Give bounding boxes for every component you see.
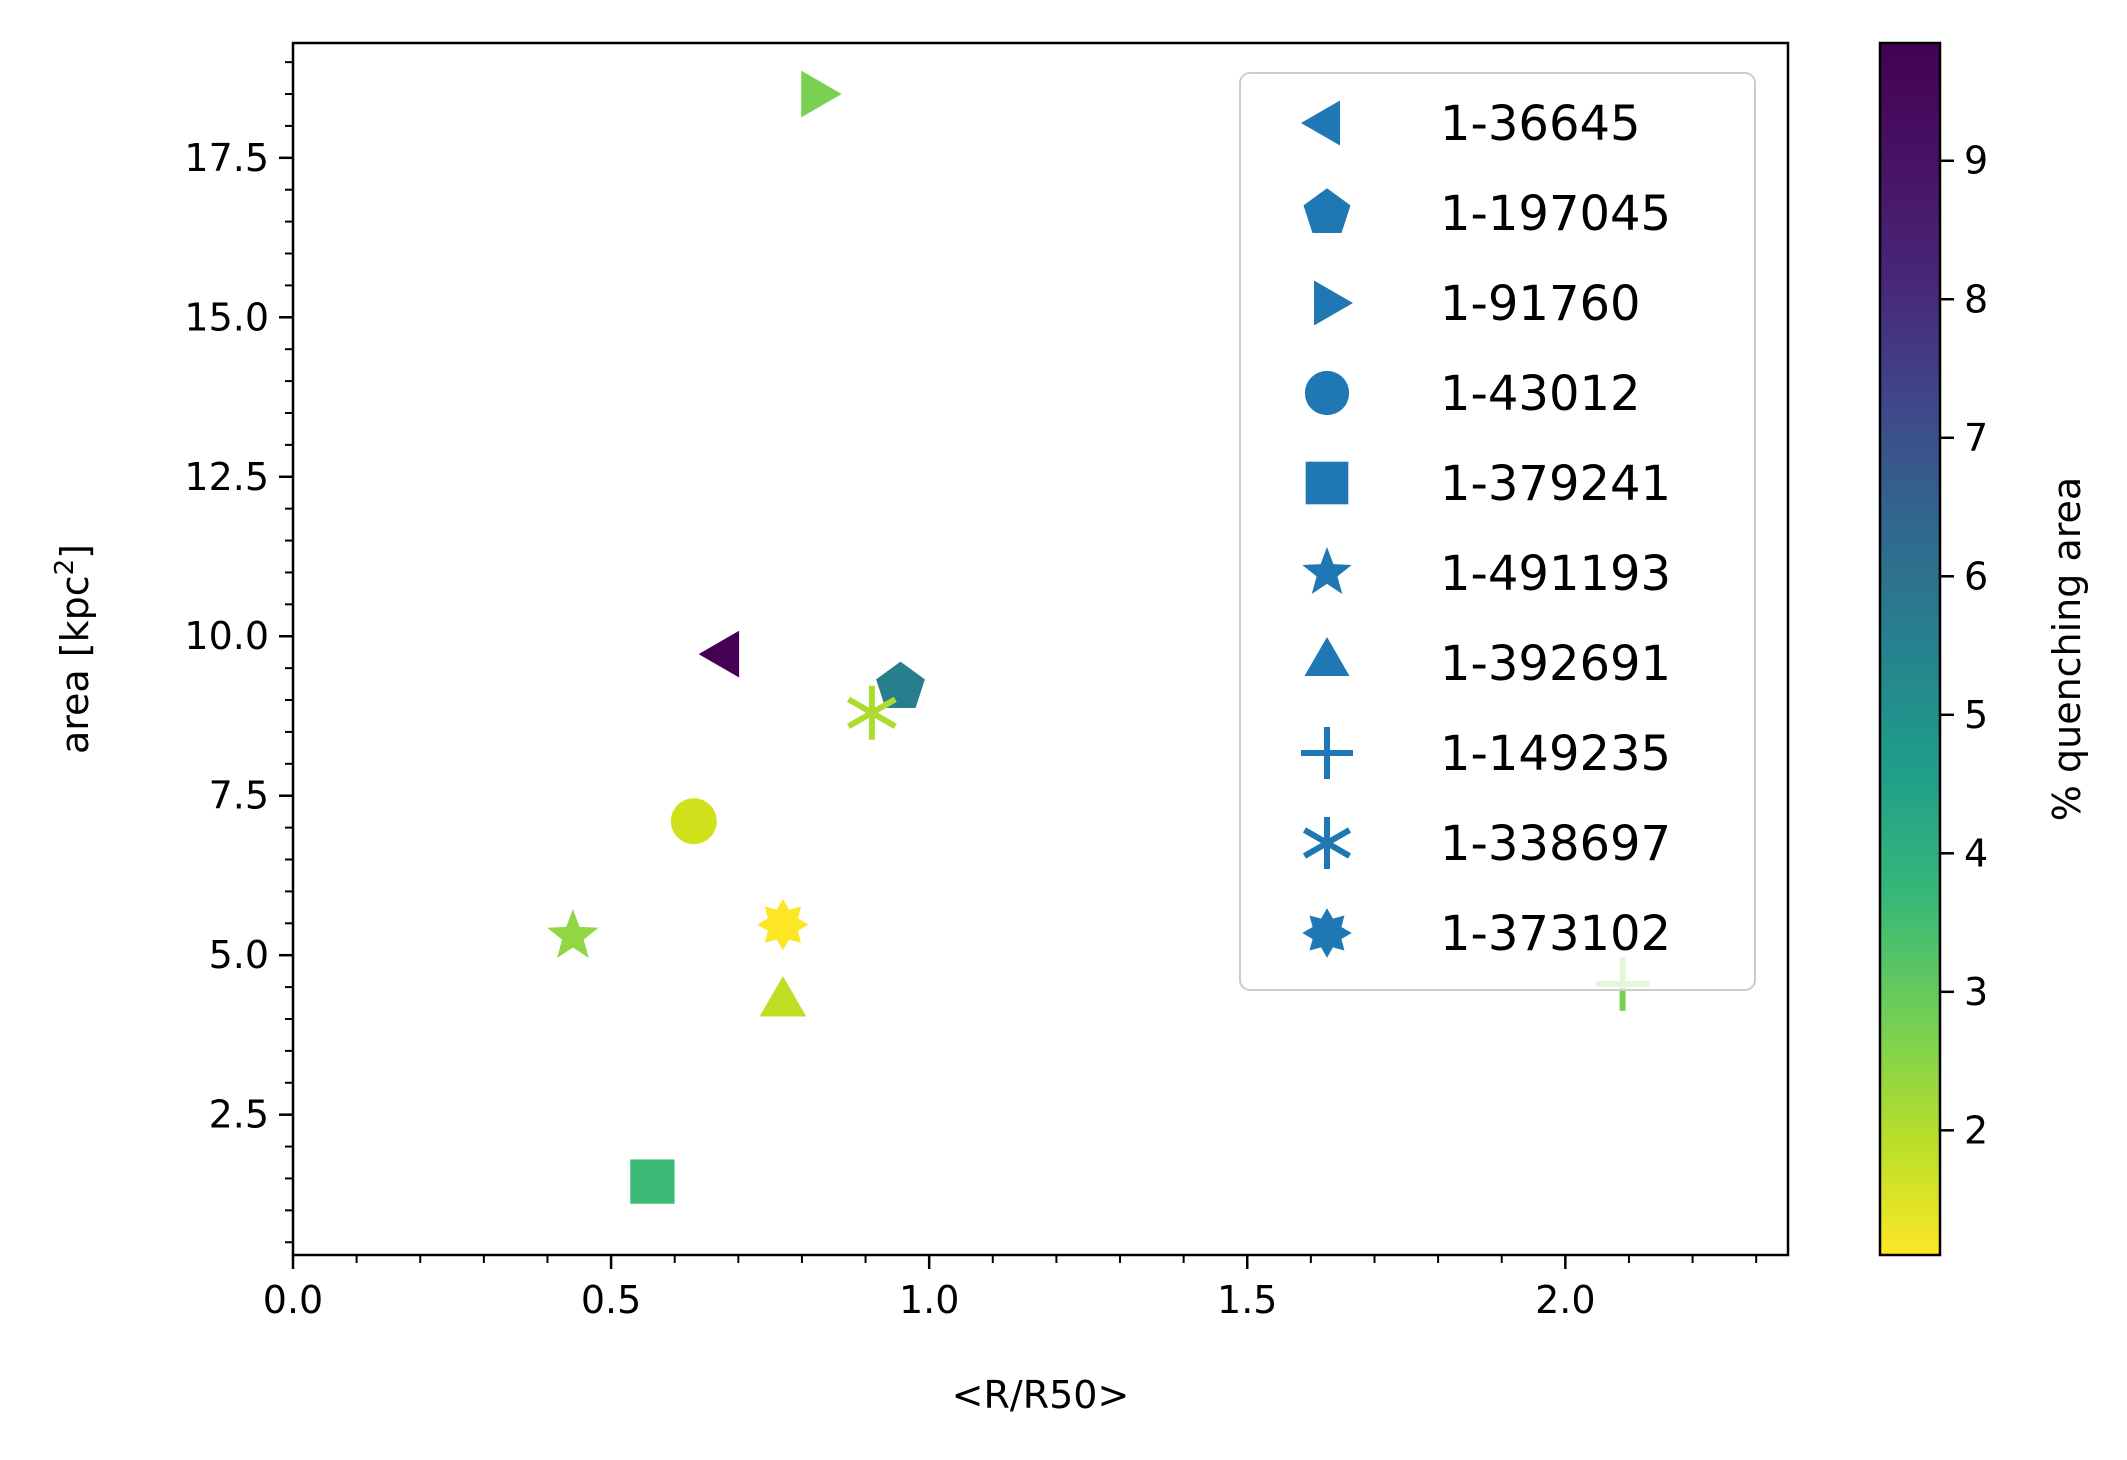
y-tick-label: 15.0 [184, 295, 269, 339]
legend-marker-plus [1301, 727, 1353, 779]
legend-marker-square [1305, 461, 1349, 505]
y-axis-ticks: 2.5 5.0 7.5 10.0 12.5 15.0 17.5 [184, 61, 293, 1244]
legend-item: 1-392691 [1304, 636, 1671, 692]
x-tick-label: 1.5 [1217, 1278, 1277, 1322]
legend-item: 1-338697 [1302, 816, 1671, 872]
colorbar: 2 3 4 5 6 7 8 9 % quenching area [1878, 41, 2089, 1257]
x-axis-label: <R/R50> [952, 1373, 1130, 1417]
legend-marker-star [1302, 547, 1352, 595]
colorbar-label: % quenching area [2045, 477, 2089, 821]
x-tick-label: 2.0 [1535, 1278, 1595, 1322]
legend-label: 1-379241 [1440, 456, 1671, 512]
colorbar-tick-label: 4 [1964, 831, 1988, 875]
legend-item: 1-36645 [1301, 96, 1641, 152]
data-point-1-91760 [801, 70, 842, 118]
colorbar-tick-label: 2 [1964, 1108, 1988, 1152]
colorbar-tick-label: 7 [1964, 416, 1988, 460]
y-tick-label: 10.0 [184, 614, 269, 658]
colorbar-tick-label: 9 [1964, 139, 1988, 183]
legend-item: 1-373102 [1302, 906, 1671, 962]
legend-marker-burst [1302, 908, 1352, 958]
legend-item: 1-197045 [1303, 186, 1671, 242]
legend-marker-asterisk [1302, 817, 1352, 869]
legend-item: 1-149235 [1301, 726, 1671, 782]
legend-label: 1-392691 [1440, 636, 1671, 692]
legend-marker-triangle-left [1301, 100, 1340, 146]
x-tick-label: 1.0 [899, 1278, 959, 1322]
legend-label: 1-43012 [1440, 366, 1641, 422]
data-point-1-392691 [759, 976, 807, 1017]
legend-marker-pentagon [1303, 188, 1351, 233]
legend-label: 1-338697 [1440, 816, 1671, 872]
y-tick-label: 2.5 [209, 1093, 269, 1137]
legend-marker-triangle-right [1314, 280, 1353, 326]
legend-label: 1-373102 [1440, 906, 1671, 962]
y-axis-label: area [kpc2] [50, 544, 97, 754]
colorbar-ticks: 2 3 4 5 6 7 8 9 [1940, 139, 1988, 1152]
data-point-1-36645 [698, 630, 740, 678]
data-point-1-373102 [757, 898, 809, 951]
legend-box [1239, 72, 1756, 991]
colorbar-tick-label: 8 [1964, 277, 1988, 321]
colorbar-tick-label: 5 [1964, 693, 1988, 737]
legend-label: 1-197045 [1440, 186, 1671, 242]
legend-item: 1-91760 [1314, 276, 1641, 332]
legend-marker-circle [1304, 370, 1350, 416]
legend-item: 1-43012 [1304, 366, 1641, 422]
data-point-1-197045 [876, 661, 925, 709]
colorbar-gradient [1878, 41, 1942, 1257]
data-point-1-338697 [847, 685, 897, 740]
legend-item: 1-379241 [1305, 456, 1671, 512]
legend-marker-triangle-up [1304, 637, 1350, 676]
legend-label: 1-91760 [1440, 276, 1641, 332]
x-tick-label: 0.5 [581, 1278, 641, 1322]
data-point-1-43012 [670, 798, 717, 845]
y-tick-label: 12.5 [184, 455, 269, 499]
plot-area-frame [291, 41, 1790, 1257]
legend-item: 1-491193 [1302, 546, 1671, 602]
y-tick-label: 17.5 [184, 136, 269, 180]
y-tick-label: 7.5 [209, 774, 269, 818]
y-tick-label: 5.0 [209, 933, 269, 977]
legend-label: 1-36645 [1440, 96, 1641, 152]
data-point-1-379241 [630, 1159, 675, 1204]
colorbar-tick-label: 6 [1964, 554, 1988, 598]
data-point-1-491193 [547, 909, 599, 958]
legend: 1-36645 1-197045 1-91760 1-43012 1-379241 1-4… [1239, 72, 1756, 991]
x-axis-ticks: 0.0 0.5 1.0 1.5 2.0 [263, 1255, 1758, 1322]
x-tick-label: 0.0 [263, 1278, 323, 1322]
colorbar-tick-label: 3 [1964, 970, 1988, 1014]
legend-label: 1-149235 [1440, 726, 1671, 782]
legend-label: 1-491193 [1440, 546, 1671, 602]
